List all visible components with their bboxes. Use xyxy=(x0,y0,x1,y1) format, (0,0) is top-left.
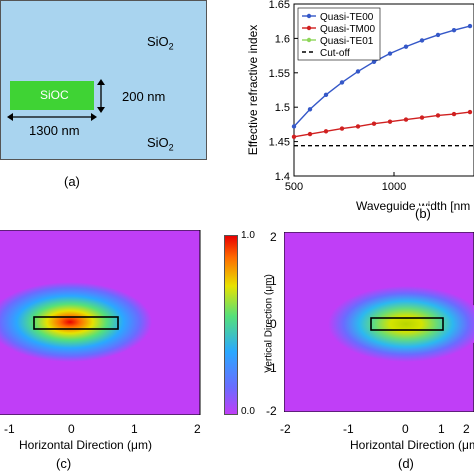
top-cladding-label: SiO2 xyxy=(147,34,174,52)
data-point xyxy=(323,92,329,98)
legend-label: Quasi-TE01 xyxy=(320,36,374,47)
colorbar-top-label: 1.0 xyxy=(241,230,255,241)
data-point xyxy=(339,126,345,131)
c-x-axis-label: Horizontal Direction (μm) xyxy=(19,438,152,452)
data-point xyxy=(387,119,393,124)
bottom-cladding-label: SiO2 xyxy=(147,135,174,153)
panel-c-tag: (c) xyxy=(56,456,72,471)
data-point xyxy=(387,51,393,56)
data-point xyxy=(451,111,457,117)
y-tick-label: 1.55 xyxy=(269,68,290,80)
d-ytick-2: 2 xyxy=(270,230,277,244)
effective-index-chart: 1.4 1.45 1.5 1.55 1.6 1.65 500 1000 Effective … xyxy=(246,0,474,213)
c-xtick-neg1: -1 xyxy=(4,422,15,436)
data-point xyxy=(323,129,329,134)
y-axis-label: Effective refractive index xyxy=(246,25,260,156)
d-xtick-neg1: -1 xyxy=(343,422,354,436)
legend-marker xyxy=(306,37,312,43)
panel-d-tag: (d) xyxy=(398,456,414,471)
cladding-box xyxy=(0,0,207,160)
legend-label: Quasi-TE00 xyxy=(320,12,374,23)
core-label: SiOC xyxy=(40,88,69,102)
data-point xyxy=(307,131,313,137)
data-point xyxy=(419,115,425,120)
y-tick-label: 1.5 xyxy=(275,102,290,114)
mode-profile xyxy=(328,286,474,362)
d-xtick-1: 1 xyxy=(438,422,445,436)
y-tick-label: 1.45 xyxy=(269,137,290,149)
waveguide-outline xyxy=(33,316,119,330)
colorbar-bottom-label: 0.0 xyxy=(241,406,255,417)
data-point xyxy=(403,117,409,122)
d-ytick-0: 0 xyxy=(270,317,277,331)
d-y-axis-label: Vertical Direction (μm) xyxy=(263,274,275,373)
data-point xyxy=(291,124,297,129)
series-line xyxy=(293,25,471,127)
mode-field-plot-d xyxy=(284,232,474,412)
y-tick-label: 1.6 xyxy=(275,33,290,45)
d-xtick-0: 0 xyxy=(402,422,409,436)
mode-field-plot-c xyxy=(0,230,201,415)
y-tick-label: 1.4 xyxy=(275,171,290,183)
width-arrow xyxy=(7,113,97,121)
x-tick-label: 500 xyxy=(285,181,303,193)
data-point xyxy=(435,32,441,38)
x-axis-label: Waveguide width [nm xyxy=(356,199,470,213)
data-point xyxy=(371,59,377,64)
width-label: 1300 nm xyxy=(29,123,80,138)
panel-a-tag: (a) xyxy=(64,174,80,189)
height-label: 200 nm xyxy=(122,89,166,104)
c-xtick-2: 2 xyxy=(194,422,201,436)
data-point xyxy=(355,124,361,129)
legend-marker xyxy=(306,13,312,19)
y-tick-label: 1.65 xyxy=(269,0,290,11)
waveguide-outline xyxy=(370,317,444,331)
c-xtick-0: 0 xyxy=(68,422,75,436)
d-xtick-neg2: -2 xyxy=(280,422,291,436)
data-point xyxy=(435,113,441,118)
series-line xyxy=(293,111,471,138)
data-point xyxy=(307,107,313,112)
core-rect xyxy=(10,81,94,110)
x-tick-label: 1000 xyxy=(382,181,406,193)
legend-label: Quasi-TM00 xyxy=(320,24,375,35)
colorbar xyxy=(224,235,238,415)
d-ytick-1: 1 xyxy=(270,274,277,288)
data-point xyxy=(291,134,297,139)
data-point xyxy=(339,80,345,85)
d-ytick-neg1: -1 xyxy=(266,361,277,375)
legend-marker xyxy=(306,25,312,31)
data-point xyxy=(355,69,361,74)
panel-b-tag: (b) xyxy=(415,206,431,221)
data-point xyxy=(467,23,473,29)
d-x-axis-label: Horizontal Direction (μm) xyxy=(350,438,474,452)
c-xtick-1: 1 xyxy=(131,422,138,436)
data-point xyxy=(371,121,377,126)
data-point xyxy=(403,44,409,49)
d-xtick-2: 2 xyxy=(463,422,470,436)
data-point xyxy=(451,27,457,33)
mode-profile xyxy=(0,282,152,362)
data-point xyxy=(419,38,425,43)
height-arrow xyxy=(97,79,105,113)
data-point xyxy=(467,109,473,115)
d-ytick-neg2: -2 xyxy=(266,404,277,418)
legend-label: Cut-off xyxy=(320,48,350,59)
